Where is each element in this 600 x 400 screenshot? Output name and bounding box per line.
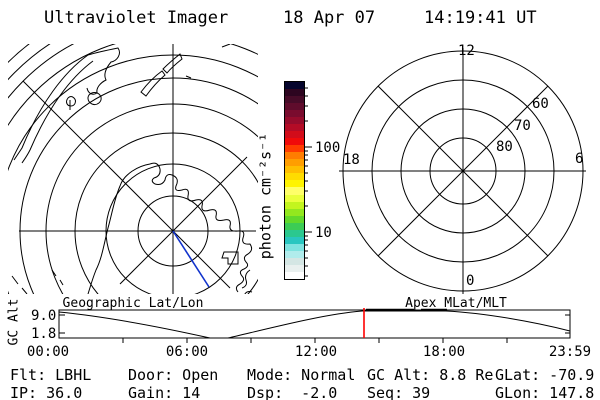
colorbar-swatch	[285, 124, 304, 132]
mlt-label-6: 6	[575, 151, 584, 167]
apex-dial-caption: Apex MLat/MLT	[405, 296, 507, 311]
status-flt: Flt: LBHL	[10, 366, 92, 384]
ytick-9: 9.0	[31, 308, 57, 324]
date-label: 18 Apr 07	[283, 8, 376, 28]
colorbar-swatch	[285, 222, 304, 230]
status-gain: Gain: 14	[128, 384, 201, 400]
colorbar-swatch	[285, 271, 304, 279]
colorbar-swatch	[285, 250, 304, 258]
colorbar-swatch	[285, 131, 304, 139]
colorbar-swatch	[285, 173, 304, 181]
colorbar-swatch	[285, 257, 304, 265]
status-gcalt: GC Alt: 8.8 Re	[367, 366, 494, 384]
status-ip: IP: 36.0	[10, 384, 83, 400]
mlat-label-80: 80	[496, 139, 513, 155]
gc-alt-plot	[58, 308, 571, 343]
geo-map-caption: Geographic Lat/Lon	[62, 296, 204, 311]
ytick-1-8: 1.8	[31, 326, 57, 342]
colorbar-swatch	[285, 208, 304, 216]
colorbar-swatch	[285, 152, 304, 160]
status-dsp: Dsp: -2.0	[247, 384, 338, 400]
colorbar-swatch	[285, 159, 304, 167]
colorbar-swatch	[285, 82, 304, 90]
colorbar-swatch	[285, 96, 304, 104]
page-title: Ultraviolet Imager	[44, 8, 229, 28]
coastlines	[11, 44, 253, 294]
mlt-label-0: 0	[466, 273, 475, 289]
colorbar-tick-10: 10	[315, 225, 332, 241]
colorbar-swatch	[285, 264, 304, 272]
colorbar	[284, 81, 305, 280]
status-glon: GLon: 147.8	[495, 384, 595, 400]
status-glat: GLat: -70.9	[495, 366, 595, 384]
colorbar-swatch	[285, 201, 304, 209]
colorbar-ticks	[305, 87, 312, 277]
mlat-label-70: 70	[514, 118, 531, 134]
xtick-1200: 12:00	[294, 344, 338, 360]
colorbar-swatch	[285, 180, 304, 188]
colorbar-swatch	[285, 117, 304, 125]
xtick-2359: 23:59	[548, 344, 592, 360]
colorbar-swatch	[285, 187, 304, 195]
colorbar-swatch	[285, 243, 304, 251]
colorbar-swatch	[285, 103, 304, 111]
meridian-lines	[19, 44, 256, 294]
apex-dial	[339, 48, 586, 294]
xtick-0600: 06:00	[165, 344, 209, 360]
colorbar-swatch	[285, 236, 304, 244]
colorbar-swatch	[285, 215, 304, 223]
xtick-1800: 18:00	[422, 344, 466, 360]
mlt-label-18: 18	[343, 152, 360, 168]
gc-alt-ylabel: GC Alt	[6, 298, 22, 346]
status-seq: Seq: 39	[367, 384, 431, 400]
colorbar-swatch	[285, 194, 304, 202]
status-door: Door: Open	[128, 366, 219, 384]
colorbar-swatch	[285, 110, 304, 118]
gc-alt-curve	[58, 310, 571, 339]
mlat-label-60: 60	[532, 96, 549, 112]
geographic-map	[8, 44, 258, 294]
colorbar-swatch	[285, 166, 304, 174]
colorbar-tick-100: 100	[315, 140, 341, 156]
status-mode: Mode: Normal	[247, 366, 356, 384]
colorbar-swatch	[285, 145, 304, 153]
colorbar-unit-label: photon cm⁻²s⁻¹	[256, 132, 275, 260]
orbit-track-line	[172, 230, 210, 288]
colorbar-swatch	[285, 138, 304, 146]
xtick-0000: 00:00	[26, 344, 70, 360]
colorbar-swatch	[285, 89, 304, 97]
colorbar-swatch	[285, 229, 304, 237]
mlt-label-12: 12	[458, 43, 475, 59]
time-label: 14:19:41 UT	[424, 8, 537, 28]
